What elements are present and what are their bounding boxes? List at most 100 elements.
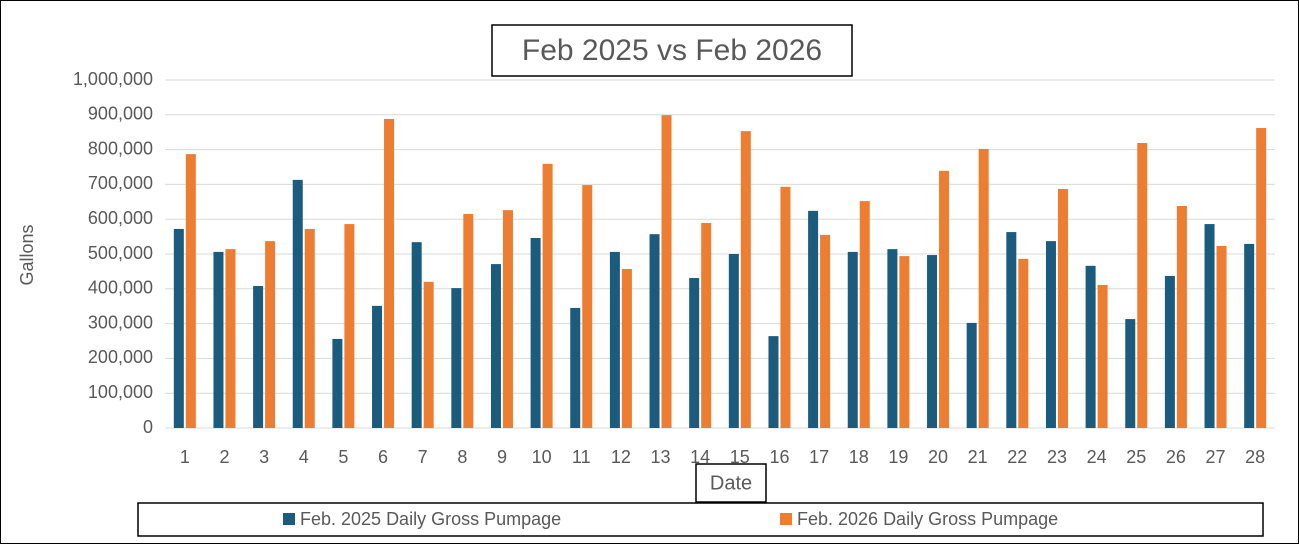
x-tick-label: 19 bbox=[888, 447, 908, 467]
bar bbox=[1045, 241, 1056, 428]
x-tick-label: 16 bbox=[769, 447, 789, 467]
bar bbox=[344, 224, 355, 428]
y-tick-label: 300,000 bbox=[88, 312, 153, 332]
bar bbox=[939, 170, 950, 428]
bar bbox=[502, 210, 513, 428]
bar bbox=[1216, 245, 1227, 428]
bar bbox=[451, 288, 462, 428]
x-tick-label: 25 bbox=[1126, 447, 1146, 467]
x-tick-label: 22 bbox=[1007, 447, 1027, 467]
bar bbox=[1204, 224, 1215, 428]
bar bbox=[384, 118, 395, 428]
x-tick-label: 15 bbox=[730, 447, 750, 467]
bar bbox=[542, 163, 553, 429]
x-axis-label: Date bbox=[710, 472, 752, 494]
bar bbox=[808, 210, 819, 428]
y-tick-label: 400,000 bbox=[88, 278, 153, 298]
bar bbox=[609, 251, 620, 428]
x-tick-label: 28 bbox=[1245, 447, 1265, 467]
bar bbox=[847, 251, 858, 428]
x-tick-label: 2 bbox=[219, 447, 229, 467]
bar bbox=[292, 179, 303, 428]
y-tick-label: 600,000 bbox=[88, 208, 153, 228]
bar bbox=[265, 241, 276, 428]
bar bbox=[570, 307, 581, 428]
y-tick-label: 200,000 bbox=[88, 347, 153, 367]
bar bbox=[1137, 142, 1148, 428]
x-tick-label: 17 bbox=[809, 447, 829, 467]
bar bbox=[1125, 319, 1136, 428]
y-tick-label: 500,000 bbox=[88, 243, 153, 263]
bar bbox=[621, 268, 632, 428]
bar bbox=[768, 336, 779, 428]
bar bbox=[411, 242, 422, 428]
bar bbox=[213, 251, 224, 428]
bar bbox=[423, 281, 434, 428]
x-label-box bbox=[695, 463, 767, 503]
bar bbox=[740, 131, 751, 428]
bar bbox=[780, 186, 791, 428]
bar bbox=[1006, 232, 1017, 428]
y-tick-label: 0 bbox=[143, 417, 153, 437]
bar bbox=[1018, 258, 1029, 428]
x-tick-label: 14 bbox=[690, 447, 710, 467]
legend-label: Feb. 2026 Daily Gross Pumpage bbox=[797, 509, 1058, 529]
x-tick-label: 26 bbox=[1166, 447, 1186, 467]
x-tick-label: 21 bbox=[968, 447, 988, 467]
bar bbox=[966, 322, 977, 428]
bar bbox=[728, 254, 739, 428]
y-axis-label: Gallons bbox=[17, 224, 37, 285]
legend-label: Feb. 2025 Daily Gross Pumpage bbox=[300, 509, 561, 529]
x-tick-label: 1 bbox=[180, 447, 190, 467]
bar bbox=[185, 154, 196, 428]
bar bbox=[820, 234, 831, 428]
x-tick-label: 4 bbox=[299, 447, 309, 467]
legend-swatch bbox=[780, 513, 792, 525]
x-tick-label: 12 bbox=[611, 447, 631, 467]
x-tick-label: 13 bbox=[651, 447, 671, 467]
bar bbox=[1057, 188, 1068, 428]
bar bbox=[1164, 275, 1175, 428]
bar bbox=[649, 234, 660, 428]
bar bbox=[332, 338, 343, 428]
bar bbox=[899, 256, 910, 428]
x-tick-label: 10 bbox=[532, 447, 552, 467]
x-tick-label: 6 bbox=[378, 447, 388, 467]
x-tick-label: 11 bbox=[572, 447, 591, 467]
bar bbox=[978, 148, 989, 429]
bar bbox=[173, 228, 184, 428]
bar bbox=[859, 201, 870, 428]
x-tick-label: 20 bbox=[928, 447, 948, 467]
bar bbox=[463, 213, 474, 428]
chart-title: Feb 2025 vs Feb 2026 bbox=[522, 34, 822, 67]
y-tick-label: 100,000 bbox=[88, 382, 153, 402]
y-tick-label: 700,000 bbox=[88, 173, 153, 193]
bar bbox=[530, 237, 541, 428]
x-tick-label: 8 bbox=[457, 447, 467, 467]
x-tick-label: 24 bbox=[1087, 447, 1107, 467]
bar bbox=[1244, 243, 1255, 428]
bar bbox=[689, 278, 700, 428]
x-tick-label: 9 bbox=[497, 447, 507, 467]
x-tick-label: 7 bbox=[418, 447, 428, 467]
x-tick-label: 18 bbox=[849, 447, 869, 467]
bar bbox=[490, 264, 501, 428]
title-box bbox=[491, 24, 853, 77]
plot: 0 100,000 200,000 300,000 400,000 500,000 600,… bbox=[73, 69, 1275, 467]
x-tick-label: 23 bbox=[1047, 447, 1067, 467]
bar bbox=[304, 228, 315, 428]
bar bbox=[1256, 128, 1267, 429]
bar bbox=[927, 255, 938, 428]
legend-box bbox=[137, 502, 1264, 537]
bar bbox=[1085, 265, 1096, 428]
bar bbox=[225, 249, 236, 428]
bar bbox=[253, 286, 264, 428]
x-tick-label: 3 bbox=[259, 447, 269, 467]
bar bbox=[372, 305, 383, 428]
bar bbox=[582, 185, 593, 428]
bar bbox=[1097, 284, 1108, 428]
y-tick-label: 800,000 bbox=[88, 138, 153, 158]
bar bbox=[661, 115, 672, 428]
y-tick-label: 900,000 bbox=[88, 104, 153, 124]
